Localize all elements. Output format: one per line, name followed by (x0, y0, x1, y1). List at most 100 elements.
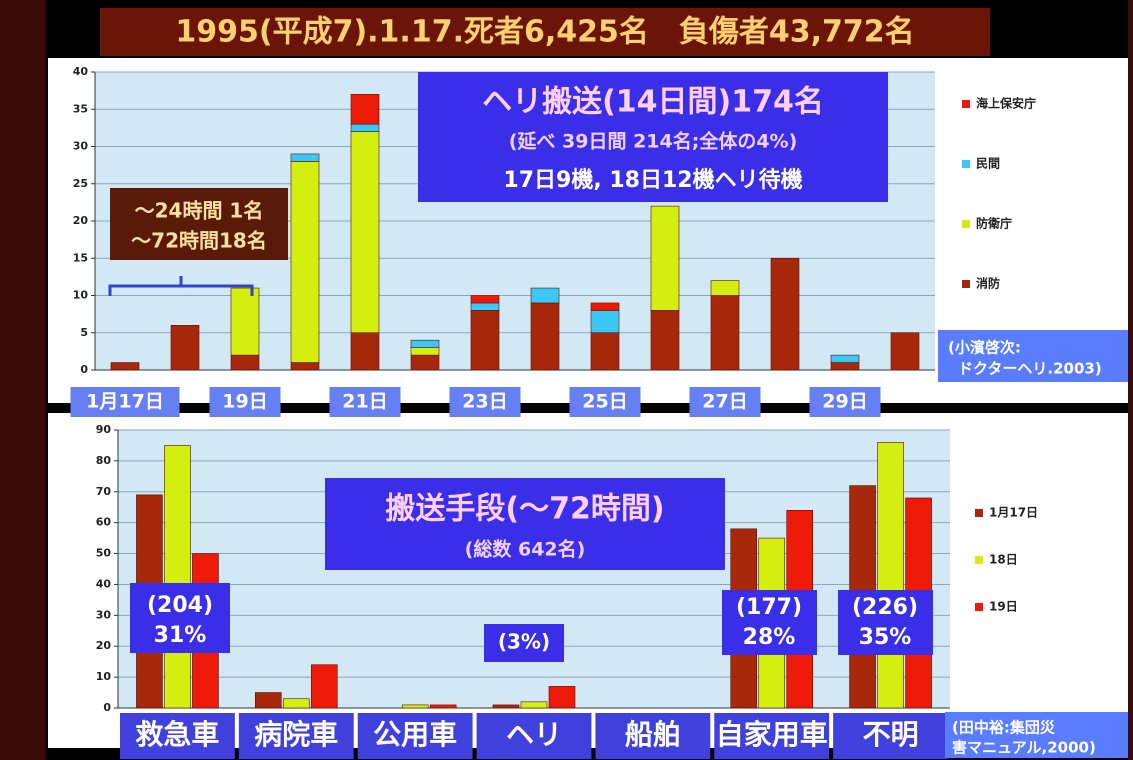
annotation: 〜72時間18名 (131, 229, 267, 253)
annotation: 31% (154, 623, 207, 648)
bar (350, 94, 380, 125)
bar (890, 332, 920, 371)
y-tick-label: 0 (103, 701, 111, 714)
y-tick-label: 40 (73, 65, 89, 78)
citation-box (938, 330, 1128, 382)
x-tick-label: 27日 (702, 391, 747, 413)
bar (170, 324, 200, 371)
y-tick-label: 0 (80, 363, 88, 376)
category-box (714, 713, 830, 759)
annotation: (延べ 39日間 214名;全体の4%) (509, 130, 798, 153)
bar (650, 310, 680, 371)
y-tick-label: 50 (96, 547, 112, 560)
citation: (小濱啓次: (948, 339, 1021, 357)
bar (470, 310, 500, 371)
y-tick-label: 10 (96, 670, 112, 683)
citation-box (945, 712, 1128, 758)
annotation-box (110, 188, 288, 260)
annotation-box (418, 72, 888, 202)
bar (650, 205, 680, 311)
annotation: (204) (147, 593, 213, 618)
x-tick-label: ヘリ (506, 718, 562, 751)
legend-swatch (962, 160, 970, 168)
page-title: 1995(平成7).1.17.死者6,425名 負傷者43,772名 (175, 15, 914, 50)
marks: 0 5 10 15 20 25 30 35 40 1月17日 19日 21日 23日 25日 27日 29日 海… (70, 65, 1038, 759)
bar (164, 445, 191, 709)
bar (230, 354, 260, 371)
x-tick-label: 23日 (462, 391, 507, 413)
legend-label: 消防 (976, 276, 1000, 291)
bar (410, 354, 440, 371)
bar (830, 354, 860, 363)
bar (310, 664, 338, 709)
bar (290, 161, 320, 363)
bar (710, 295, 740, 371)
legend-label: 18日 (989, 553, 1018, 567)
y-tick-label: 70 (96, 485, 112, 498)
category-box (595, 713, 711, 759)
annotation: (総数 642名) (465, 538, 586, 561)
legend-label: 民間 (976, 157, 1000, 171)
y-tick-label: 60 (96, 516, 112, 529)
y-tick-label: 20 (73, 214, 89, 227)
annotation: ヘリ搬送(14日間)174名 (482, 85, 824, 120)
bar (710, 280, 740, 296)
citation: (田中裕:集団災 (952, 719, 1056, 737)
bar (290, 362, 320, 371)
category-box (569, 387, 641, 417)
bar (110, 362, 140, 371)
legend-swatch (962, 100, 970, 108)
x-tick-label: 公用車 (373, 718, 457, 751)
y-tick-label: 35 (73, 102, 88, 115)
bar (410, 347, 440, 356)
legend-swatch (975, 603, 983, 611)
bar (429, 704, 457, 709)
category-box (689, 387, 761, 417)
bar (830, 362, 860, 371)
category-box (238, 713, 354, 759)
bar (230, 287, 260, 356)
x-tick-label: 救急車 (135, 718, 219, 751)
bar (770, 257, 800, 371)
category-box (476, 713, 592, 759)
bar (590, 302, 620, 311)
title-box (100, 8, 990, 56)
bracket (108, 276, 254, 296)
side-right (1128, 0, 1133, 760)
y-tick-label: 5 (80, 326, 88, 339)
annotation: (177) (736, 595, 802, 620)
x-tick-label: 自家用車 (716, 718, 828, 751)
y-tick-label: 40 (96, 577, 112, 590)
annotation: (3%) (498, 630, 550, 654)
legend-label: 海上保安庁 (976, 96, 1036, 111)
bar (410, 339, 440, 348)
bar (290, 153, 320, 162)
bar (590, 310, 620, 334)
x-tick-label: 病院車 (254, 718, 338, 751)
annotation-box (722, 590, 817, 655)
x-tick-label: 21日 (342, 391, 387, 413)
y-tick-label: 15 (73, 251, 88, 264)
legend-swatch (962, 220, 970, 228)
bar (492, 704, 520, 709)
y-tick-label: 30 (96, 608, 112, 621)
annotation-box (484, 624, 564, 662)
bar (590, 332, 620, 371)
y-tick-label: 80 (96, 454, 112, 467)
bar (548, 686, 576, 709)
x-tick-label: 1月17日 (86, 391, 164, 413)
annotation-box (838, 590, 933, 655)
category-box (357, 713, 473, 759)
y-tick-label: 90 (96, 423, 112, 436)
y-tick-label: 20 (96, 639, 112, 652)
bar (350, 123, 380, 132)
legend-swatch (975, 509, 983, 517)
category-box (833, 713, 948, 759)
annotation: 搬送手段(〜72時間) (385, 492, 664, 527)
annotation-box (130, 583, 230, 653)
annotation: 35% (859, 625, 912, 650)
legend-label: 1月17日 (989, 506, 1038, 520)
side-left (0, 0, 46, 760)
bar (877, 442, 904, 709)
